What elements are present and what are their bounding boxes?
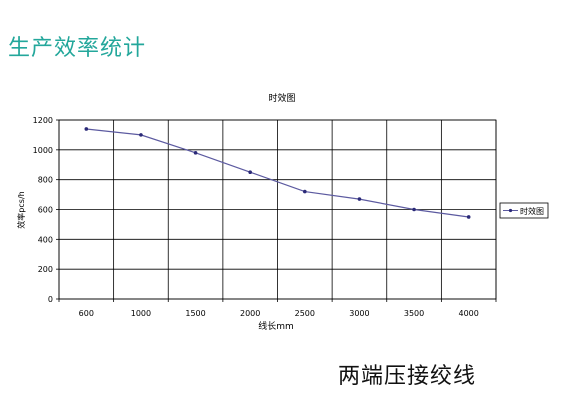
data-point	[412, 207, 416, 212]
data-point	[248, 170, 252, 175]
y-tick-label: 1200	[33, 116, 53, 125]
y-axis-title: 效率pcs/h	[16, 191, 26, 228]
x-tick-label: 600	[79, 309, 94, 318]
x-tick-label: 1000	[131, 309, 151, 318]
y-tick-label: 800	[38, 176, 53, 185]
y-tick-label: 400	[38, 235, 53, 244]
data-point	[357, 197, 362, 201]
legend-marker	[508, 208, 513, 213]
x-tick-label: 2000	[240, 309, 260, 318]
page-title: 生产效率统计	[8, 36, 147, 61]
x-tick-label: 3000	[349, 309, 369, 318]
y-tick-label: 600	[38, 206, 53, 215]
data-point	[139, 133, 143, 137]
x-tick-label: 4000	[459, 309, 479, 318]
data-point	[193, 151, 198, 155]
data-point	[84, 127, 89, 131]
x-axis-title: 线长mm	[258, 320, 294, 332]
caption: 两端压接绞线	[338, 364, 477, 389]
x-tick-label: 1500	[185, 309, 205, 318]
legend-label: 时效图	[520, 206, 544, 216]
chart-title: 时效图	[268, 92, 295, 104]
y-tick-label: 1000	[33, 146, 53, 155]
data-point	[466, 215, 471, 219]
legend: 时效图	[499, 202, 549, 219]
x-tick-label: 3500	[404, 309, 424, 318]
x-tick-label: 2500	[295, 309, 315, 318]
y-tick-label: 200	[38, 265, 53, 274]
legend-box	[499, 202, 549, 219]
data-point	[303, 189, 307, 194]
y-tick-label: 0	[48, 295, 53, 304]
series-line	[86, 128, 469, 218]
